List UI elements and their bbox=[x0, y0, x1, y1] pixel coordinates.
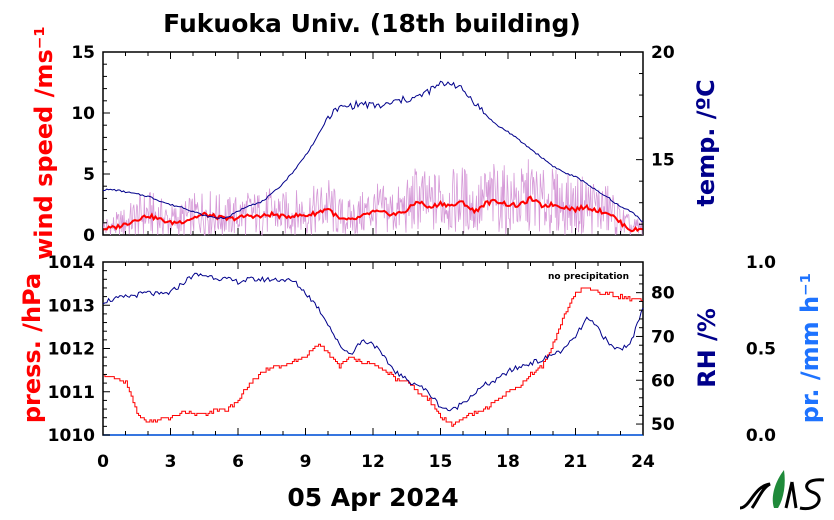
wind-y-tick-label: 10 bbox=[71, 104, 95, 124]
rh-y-tick-label: 70 bbox=[651, 327, 675, 347]
x-tick-label: 15 bbox=[429, 452, 453, 472]
lower-panel-frame bbox=[102, 261, 644, 436]
rh-axis-label: RH /% bbox=[693, 308, 721, 388]
temperature-axis-label: temp. /ºC bbox=[692, 79, 720, 206]
rh-y-tick-label: 50 bbox=[651, 415, 675, 435]
temp-y-tick-label: 15 bbox=[651, 151, 675, 171]
rh-line bbox=[102, 272, 644, 412]
precip-y-tick-label: 0.5 bbox=[746, 340, 776, 360]
wind-speed-mean-line bbox=[102, 195, 644, 233]
pressure-y-tick-label: 1012 bbox=[48, 340, 95, 360]
temperature-line bbox=[102, 80, 644, 222]
upper-panel-plot bbox=[102, 80, 644, 236]
x-tick-label: 24 bbox=[631, 452, 655, 472]
pressure-axis-label: press. /hPa bbox=[18, 273, 46, 423]
temp-y-tick-label: 20 bbox=[651, 43, 675, 63]
pressure-y-tick-label: 1014 bbox=[48, 253, 95, 273]
precipitation-note: no precipitation bbox=[548, 272, 629, 282]
wind-y-tick-label: 0 bbox=[83, 226, 95, 246]
pressure-y-tick-label: 1013 bbox=[48, 296, 95, 316]
precip-y-tick-label: 1.0 bbox=[746, 253, 776, 273]
x-tick-label: 3 bbox=[165, 452, 177, 472]
lower-panel-plot bbox=[102, 272, 644, 436]
date-label: 05 Apr 2024 bbox=[287, 483, 458, 512]
x-tick-label: 12 bbox=[361, 452, 385, 472]
rh-y-tick-label: 80 bbox=[651, 284, 675, 304]
x-tick-label: 21 bbox=[564, 452, 588, 472]
precipitation-axis-label: pr. /mm h⁻¹ bbox=[796, 273, 824, 423]
wind-speed-raw-line bbox=[102, 159, 644, 236]
institution-logo bbox=[739, 470, 825, 511]
axes: 0 3 6 9 12 15 18 21 24 0 5 10 15 15 20 1010 1011 1012 1013… bbox=[48, 43, 776, 472]
chart-title: Fukuoka Univ. (18th building) bbox=[163, 9, 581, 38]
x-tick-label: 18 bbox=[496, 452, 520, 472]
pressure-y-tick-label: 1010 bbox=[48, 426, 95, 446]
x-tick-label: 9 bbox=[300, 452, 312, 472]
precip-y-tick-label: 0.0 bbox=[746, 426, 776, 446]
rh-y-tick-label: 60 bbox=[651, 371, 675, 391]
pressure-y-tick-label: 1011 bbox=[48, 383, 95, 403]
x-tick-label: 6 bbox=[232, 452, 244, 472]
x-tick-label: 0 bbox=[97, 452, 109, 472]
wind-y-tick-label: 15 bbox=[71, 43, 95, 63]
wind-speed-axis-label: wind speed /ms⁻¹ bbox=[30, 26, 58, 260]
wind-y-tick-label: 5 bbox=[83, 165, 95, 185]
pressure-line bbox=[103, 287, 643, 427]
